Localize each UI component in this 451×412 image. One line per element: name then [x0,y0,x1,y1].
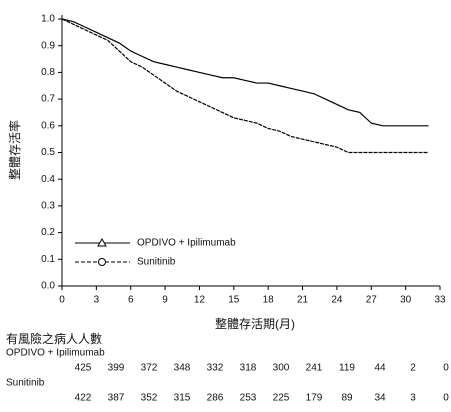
risk-count: 352 [141,393,158,404]
survival-curve [61,18,429,154]
legend-label: Sunitinib [137,257,176,268]
x-tick-label: 30 [400,295,412,306]
risk-table-title: 有風險之病人人數 [6,331,102,346]
x-tick-label: 24 [331,295,343,306]
y-tick-label: 0.7 [41,94,55,105]
risk-row-name: Sunitinib [6,378,45,389]
risk-count: 119 [339,363,355,374]
risk-count: 0 [443,363,449,374]
x-tick-label: 6 [128,295,134,306]
y-tick-label: 0.1 [41,254,55,265]
risk-count: 387 [108,393,125,404]
risk-row-name: OPDIVO + Ipilimumab [6,348,105,359]
x-tick-label: 12 [194,295,206,306]
risk-count: 179 [306,393,323,404]
risk-count: 3 [410,393,416,404]
risk-count: 0 [443,393,449,404]
y-axis-label: 整體存活率 [7,120,22,180]
x-tick-label: 21 [297,295,309,306]
y-tick-label: 0.9 [41,40,55,51]
risk-count: 422 [75,393,92,404]
legend-marker [97,237,107,247]
x-tick-label: 18 [263,295,275,306]
y-tick-label: 0.8 [41,67,55,78]
risk-count: 425 [75,363,92,374]
risk-count: 89 [341,393,353,404]
y-tick-label: 0.3 [41,201,55,212]
risk-count: 399 [108,363,125,374]
y-tick-label: 0.6 [41,120,55,131]
risk-count: 34 [374,393,386,404]
x-tick-label: 9 [162,295,168,306]
risk-count: 225 [273,393,290,404]
x-tick-label: 27 [366,295,378,306]
y-tick-label: 0.4 [41,174,55,185]
risk-count: 332 [207,363,224,374]
legend-label: OPDIVO + Ipilimumab [137,238,236,249]
y-tick-label: 1.0 [41,14,55,25]
risk-count: 300 [273,363,290,374]
risk-count: 348 [174,363,191,374]
risk-count: 2 [410,363,416,374]
risk-count: 286 [207,393,224,404]
legend-marker [98,258,106,266]
risk-count: 253 [240,393,257,404]
x-tick-label: 33 [434,295,446,306]
x-tick-label: 3 [94,295,100,306]
survival-curve [61,18,429,127]
y-tick-label: 0.5 [41,147,55,158]
y-tick-label: 0.2 [41,227,55,238]
risk-count: 318 [240,363,257,374]
risk-count: 44 [374,363,386,374]
x-tick-label: 0 [59,295,65,306]
risk-count: 315 [174,393,191,404]
x-tick-label: 15 [228,295,240,306]
risk-count: 241 [306,363,323,374]
y-tick-label: 0.0 [41,281,55,292]
risk-count: 372 [141,363,158,374]
x-axis-label: 整體存活期(月) [215,316,295,331]
